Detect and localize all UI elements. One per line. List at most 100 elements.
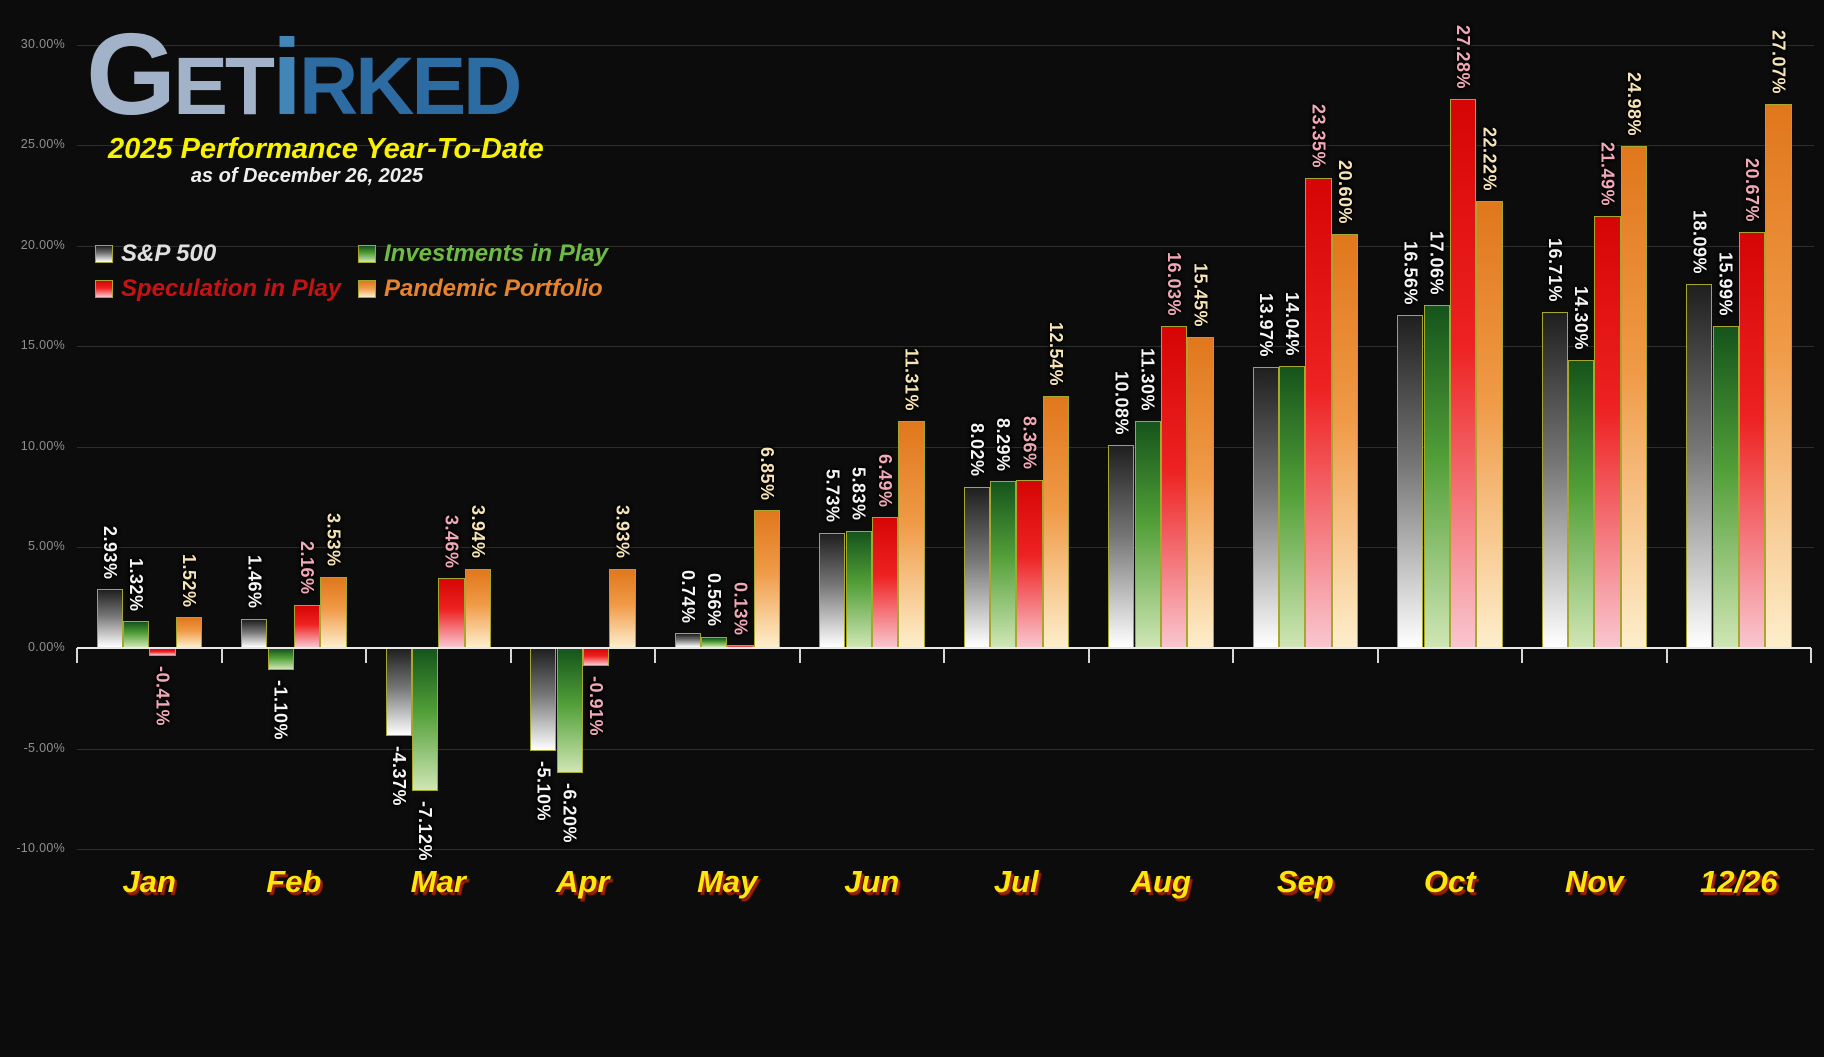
gridline-30 xyxy=(77,44,1814,46)
bar-pandemic-portfolio-jul xyxy=(1042,395,1070,648)
gridline-25 xyxy=(77,145,1814,147)
legend-label-pandemic-portfolio: Pandemic Portfolio xyxy=(384,275,603,302)
value-label-investments-in-play-apr: -6.20% xyxy=(559,782,580,843)
value-label-speculation-in-play-nov: 21.49% xyxy=(1597,141,1618,206)
logo-part-i: i xyxy=(272,16,302,137)
y-axis-label-25: 25.00% xyxy=(20,137,65,152)
legend-swatch-sp500 xyxy=(95,245,113,263)
value-label-s-p-500-sep: 13.97% xyxy=(1255,293,1276,358)
value-label-pandemic-portfolio-12-26: 27.07% xyxy=(1768,29,1789,94)
value-label-s-p-500-may: 0.74% xyxy=(677,569,698,624)
bar-pandemic-portfolio-sep xyxy=(1331,233,1359,648)
value-label-investments-in-play-aug: 11.30% xyxy=(1137,347,1158,411)
bar-s-p-500-12-26 xyxy=(1686,284,1713,648)
bar-pandemic-portfolio-12-26 xyxy=(1765,103,1792,648)
bar-investments-in-play-jul xyxy=(990,481,1017,648)
value-label-investments-in-play-oct: 17.06% xyxy=(1426,230,1447,295)
value-label-pandemic-portfolio-feb: 3.53% xyxy=(323,513,344,568)
value-label-investments-in-play-12-26: 15.99% xyxy=(1715,252,1736,317)
axis-tick-8 xyxy=(1232,648,1234,663)
y-axis-label-20: 20.00% xyxy=(20,237,65,252)
x-axis-label-apr: Apr xyxy=(556,864,610,899)
gridline-20 xyxy=(77,245,1814,247)
chart-subtitle: as of December 26, 2025 xyxy=(190,165,424,187)
value-label-s-p-500-mar: -4.37% xyxy=(388,745,409,806)
value-label-speculation-in-play-12-26: 20.67% xyxy=(1742,158,1763,223)
bar-speculation-in-play-jul xyxy=(1016,479,1043,648)
bar-s-p-500-jul xyxy=(963,486,990,648)
bar-speculation-in-play-jan xyxy=(149,648,176,657)
y-axis-label-0: 0.00% xyxy=(28,640,65,654)
bar-investments-in-play-oct xyxy=(1423,304,1450,648)
bar-investments-in-play-apr xyxy=(556,648,583,773)
bar-s-p-500-nov xyxy=(1541,311,1568,648)
legend-item-pandemic-portfolio: Pandemic Portfolio xyxy=(358,277,603,301)
x-axis-label-nov: Nov xyxy=(1564,864,1624,899)
value-label-pandemic-portfolio-jun: 11.31% xyxy=(901,347,922,411)
logo-part-et: ET xyxy=(173,41,275,132)
axis-tick-4 xyxy=(654,648,656,663)
value-label-investments-in-play-may: 0.56% xyxy=(704,573,725,627)
y-axis-label--5: -5.00% xyxy=(23,740,65,755)
logo-part-g: G xyxy=(86,9,176,139)
bar-s-p-500-feb xyxy=(241,618,268,648)
bar-s-p-500-mar xyxy=(385,648,412,736)
value-label-speculation-in-play-may: 0.13% xyxy=(730,581,751,636)
value-label-pandemic-portfolio-aug: 15.45% xyxy=(1190,263,1211,328)
value-label-s-p-500-apr: -5.10% xyxy=(533,760,554,821)
bar-pandemic-portfolio-jan xyxy=(175,617,203,648)
y-axis-label-15: 15.00% xyxy=(20,338,65,353)
bar-speculation-in-play-jun xyxy=(871,517,899,648)
value-label-s-p-500-jul: 8.02% xyxy=(966,423,987,477)
legend-item-investments-in-play: Investments in Play xyxy=(358,242,608,266)
value-label-investments-in-play-sep: 14.04% xyxy=(1282,291,1303,356)
axis-tick-10 xyxy=(1521,648,1523,663)
legend-label-speculation-in-play: Speculation in Play xyxy=(121,275,342,302)
x-axis-label-mar: Mar xyxy=(410,864,466,899)
bar-investments-in-play-jun xyxy=(845,530,872,648)
bar-pandemic-portfolio-aug xyxy=(1187,337,1214,648)
bar-s-p-500-jan xyxy=(96,589,123,648)
bar-speculation-in-play-oct xyxy=(1449,99,1477,648)
value-label-pandemic-portfolio-apr: 3.93% xyxy=(612,505,633,559)
logo-part-rked: RKED xyxy=(299,41,522,132)
axis-tick-6 xyxy=(943,648,945,663)
x-axis-label-oct: Oct xyxy=(1423,864,1476,899)
value-label-s-p-500-12-26: 18.09% xyxy=(1689,210,1710,275)
gridline--10 xyxy=(77,849,1814,851)
bar-investments-in-play-nov xyxy=(1568,360,1595,648)
value-label-speculation-in-play-feb: 2.16% xyxy=(297,541,318,595)
gridline-10 xyxy=(77,446,1814,448)
bar-pandemic-portfolio-jun xyxy=(898,420,925,648)
axis-tick-5 xyxy=(798,648,801,663)
legend-label-sp500: S&P 500 xyxy=(121,240,217,267)
x-axis-label-jul: Jul xyxy=(993,864,1039,899)
axis-tick-9 xyxy=(1376,648,1379,663)
getirked-logo: GETiRKED xyxy=(86,9,522,139)
value-label-pandemic-portfolio-mar: 3.94% xyxy=(468,505,488,559)
axis-tick-3 xyxy=(509,648,512,663)
bar-investments-in-play-feb xyxy=(267,648,294,671)
x-axis-label-sep: Sep xyxy=(1276,864,1334,899)
bar-s-p-500-aug xyxy=(1108,445,1135,648)
chart-title: 2025 Performance Year-To-Date xyxy=(108,133,544,165)
bar-speculation-in-play-apr xyxy=(582,648,610,667)
x-axis-label-12-26: 12/26 xyxy=(1699,864,1778,899)
gridline-5 xyxy=(77,547,1814,549)
value-label-investments-in-play-jul: 8.29% xyxy=(993,417,1014,472)
legend-item-speculation-in-play: Speculation in Play xyxy=(95,277,341,301)
value-label-s-p-500-jun: 5.73% xyxy=(822,469,843,523)
value-label-s-p-500-feb: 1.46% xyxy=(244,555,265,609)
x-axis-label-may: May xyxy=(697,864,758,899)
value-label-speculation-in-play-jan: -0.41% xyxy=(152,666,173,727)
bar-investments-in-play-jan xyxy=(123,621,150,648)
bar-investments-in-play-sep xyxy=(1279,365,1306,648)
value-label-speculation-in-play-mar: 3.46% xyxy=(441,514,462,569)
axis-tick-11 xyxy=(1665,648,1668,663)
axis-tick-0 xyxy=(76,648,78,663)
value-label-s-p-500-nov: 16.71% xyxy=(1544,237,1565,302)
bar-speculation-in-play-nov xyxy=(1594,215,1621,648)
bar-s-p-500-jun xyxy=(819,532,846,648)
axis-tick-2 xyxy=(365,648,367,663)
